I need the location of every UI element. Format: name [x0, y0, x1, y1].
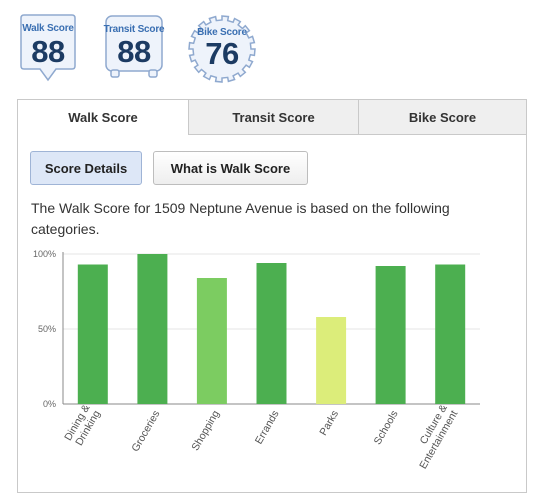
transit-score-badge[interactable]: Transit Score 88 — [103, 14, 165, 84]
bar[interactable] — [256, 263, 287, 404]
transit-score-badge-value: 88 — [117, 34, 151, 69]
walk-score-badge-value: 88 — [31, 34, 65, 69]
x-tick-label: Dining &Drinking — [62, 402, 103, 449]
bus-icon — [105, 15, 163, 78]
y-tick-label: 50% — [38, 324, 56, 334]
score-panel: Walk Score Transit Score Bike Score Scor… — [17, 99, 527, 493]
x-tick-label: Culture &Entertainment — [407, 402, 461, 471]
tab-walk-score[interactable]: Walk Score — [18, 100, 188, 135]
y-tick-label: 100% — [33, 249, 56, 259]
gear-icon — [188, 15, 256, 83]
x-tick-label: Groceries — [129, 409, 162, 454]
transit-score-badge-title: Transit Score — [103, 24, 165, 35]
tab-bike-score[interactable]: Bike Score — [358, 100, 526, 135]
bar[interactable] — [435, 264, 466, 405]
walk-pin-icon — [20, 14, 76, 82]
x-tick-label: Errands — [253, 409, 282, 447]
score-description: The Walk Score for 1509 Neptune Avenue i… — [31, 200, 450, 237]
bar[interactable] — [316, 317, 347, 404]
walk-score-badge[interactable]: Walk Score 88 — [17, 14, 79, 84]
x-tick-label: Parks — [317, 409, 341, 438]
bike-score-badge-title: Bike Score — [197, 27, 247, 38]
x-tick-label: Schools — [372, 409, 401, 447]
tab-transit-score[interactable]: Transit Score — [188, 100, 358, 135]
score-details-button[interactable]: Score Details — [30, 151, 142, 185]
score-badges: Walk Score 88 Transit Score 88 Bike Scor… — [17, 14, 317, 84]
walk-score-badge-title: Walk Score — [22, 23, 74, 34]
bike-score-badge[interactable]: Bike Score 76 — [187, 14, 257, 84]
bar[interactable] — [77, 264, 108, 405]
x-tick-label: Shopping — [189, 408, 222, 453]
y-tick-label: 0% — [43, 399, 56, 409]
category-bar-chart: 0% 50% 100% Dining &Drinking Groceries Shoppi… — [33, 249, 480, 471]
bar[interactable] — [137, 254, 168, 404]
score-tabs: Walk Score Transit Score Bike Score — [18, 100, 526, 135]
bar[interactable] — [196, 278, 227, 404]
bike-score-badge-value: 76 — [205, 36, 239, 71]
what-is-walk-score-button[interactable]: What is Walk Score — [153, 151, 308, 185]
bar[interactable] — [375, 266, 406, 404]
